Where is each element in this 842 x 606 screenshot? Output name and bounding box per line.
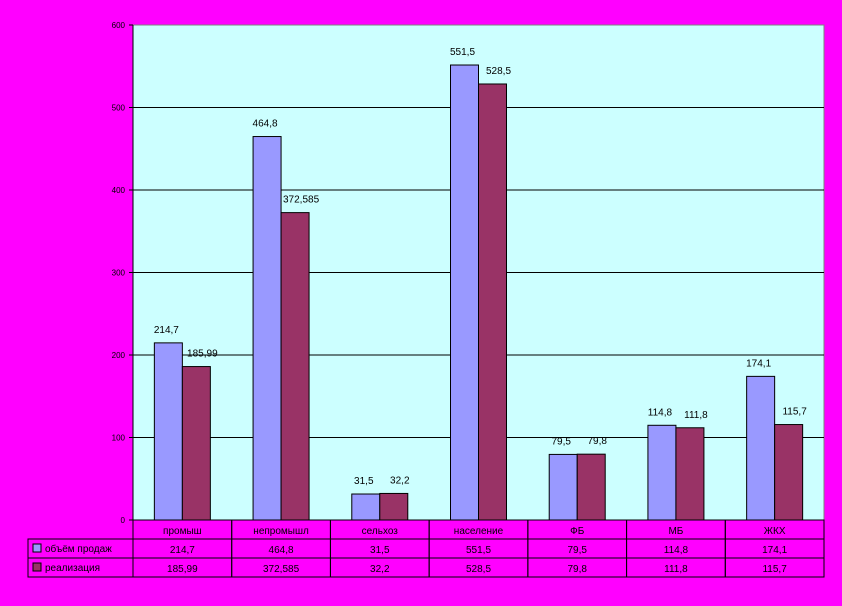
table-category-label: промыш — [163, 526, 202, 537]
data-label: 114,8 — [648, 407, 673, 418]
bar-1-2 — [351, 493, 381, 521]
y-tick-label: 100 — [112, 434, 126, 443]
bar-1-6 — [746, 375, 776, 521]
data-label: 214,7 — [154, 325, 179, 336]
table-cell-value: 31,5 — [370, 545, 390, 556]
table-category-label: МБ — [668, 526, 683, 537]
bar-2-0 — [181, 366, 211, 521]
bar-1-3 — [450, 64, 479, 521]
y-tick-label: 500 — [112, 104, 126, 113]
table-cell-value: 79,5 — [567, 545, 587, 556]
data-labels: 214,7 185,99 464,8 372,585 31,5 32,2 551,5 528,… — [154, 47, 807, 487]
data-table: промыш непромышл сельхоз население ФБ МБ ЖКХ об… — [27, 519, 825, 578]
legend-series-name: объём продаж — [45, 543, 112, 555]
data-label: 551,5 — [450, 47, 475, 58]
bar-2-4 — [576, 453, 606, 521]
table-cell-value: 185,99 — [167, 564, 198, 575]
data-label: 528,5 — [486, 66, 511, 77]
bars — [153, 64, 804, 521]
table-cell-value: 115,7 — [762, 564, 787, 575]
table-cell-value: 32,2 — [370, 564, 390, 575]
bar-1-5 — [647, 424, 677, 521]
table-cell — [724, 557, 825, 578]
table-cell-value: 464,8 — [269, 545, 294, 556]
data-label: 185,99 — [187, 349, 218, 360]
data-label: 79,5 — [551, 436, 571, 447]
table-cell-value: 214,7 — [170, 545, 195, 556]
y-axis: 0 100 200 300 400 500 600 — [112, 21, 134, 525]
data-label: 31,5 — [354, 476, 374, 487]
table-category-label: ФБ — [570, 526, 585, 537]
legend-series-name: реализация — [45, 563, 100, 574]
y-tick-label: 300 — [112, 269, 126, 278]
bar-2-2 — [379, 492, 409, 521]
legend-swatch — [32, 543, 42, 553]
y-tick-label: 400 — [112, 186, 126, 195]
bar-2-3 — [478, 83, 507, 521]
table-category-label: сельхоз — [362, 526, 399, 537]
data-label: 79,8 — [587, 436, 607, 447]
table-cell-value: 372,585 — [263, 564, 300, 575]
table-cell-value: 174,1 — [762, 545, 787, 556]
data-label: 111,8 — [684, 410, 708, 421]
table-category-label: ЖКХ — [764, 526, 786, 537]
bar-2-5 — [675, 427, 705, 521]
y-tick-label: 200 — [112, 351, 126, 360]
bar-1-1 — [252, 136, 282, 521]
bar-2-1 — [280, 212, 310, 521]
table-cell-value: 114,8 — [664, 545, 689, 556]
legend-swatch — [32, 562, 42, 572]
table-cell-value: 79,8 — [567, 564, 587, 575]
data-label: 174,1 — [746, 358, 771, 369]
y-tick-label: 600 — [112, 21, 126, 30]
data-label: 372,585 — [283, 195, 320, 206]
data-label: 464,8 — [253, 119, 278, 130]
data-label: 115,7 — [782, 407, 807, 418]
table-category-label: непромышл — [253, 526, 309, 537]
y-tick-label: 0 — [121, 516, 126, 525]
bar-2-6 — [774, 424, 804, 521]
bar-1-0 — [153, 342, 183, 521]
table-cell-value: 528,5 — [466, 564, 491, 575]
data-label: 32,2 — [390, 475, 410, 486]
table-cell-value: 551,5 — [466, 545, 491, 556]
table-category-label: население — [454, 526, 504, 537]
table-cell-value: 111,8 — [664, 564, 688, 575]
bar-1-4 — [548, 453, 578, 521]
